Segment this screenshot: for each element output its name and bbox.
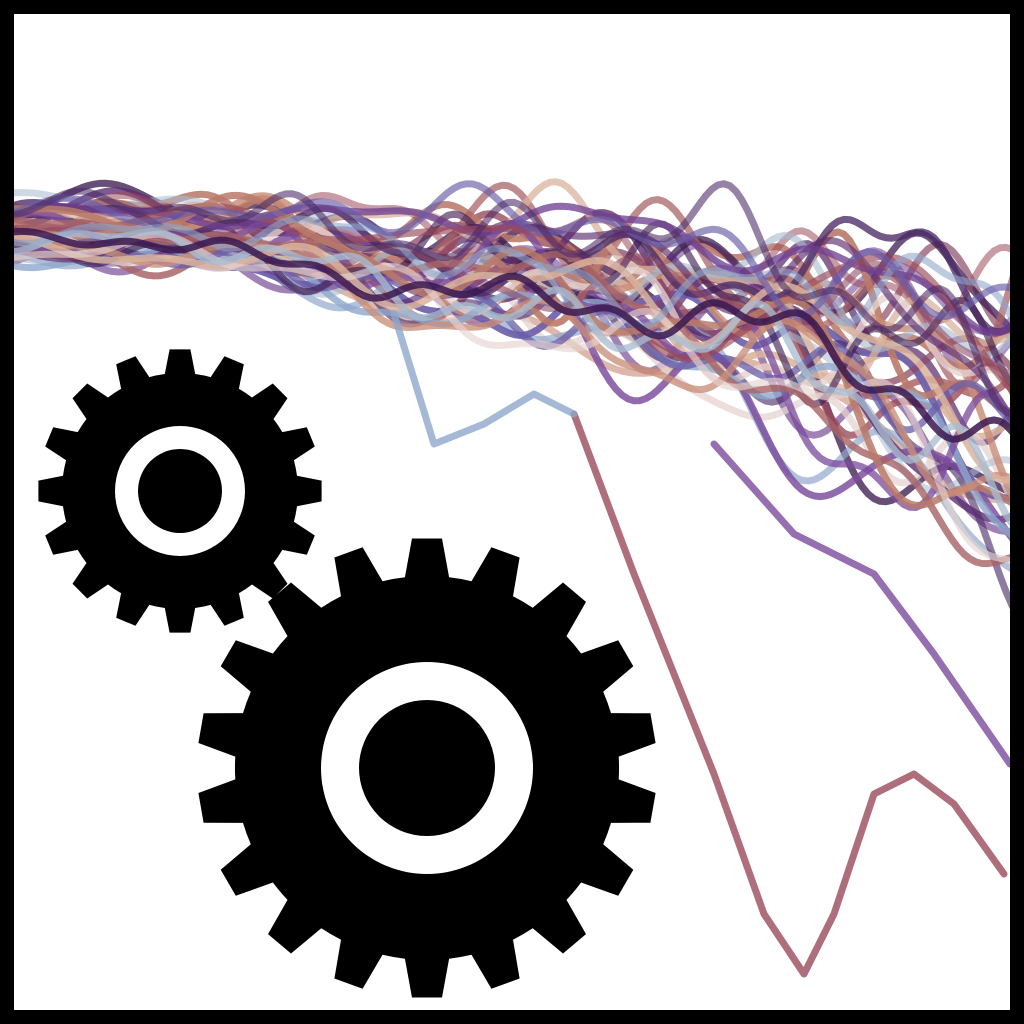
wavy-trace [14, 180, 1010, 320]
wavy-traces [14, 178, 1010, 978]
artwork-canvas [14, 14, 1010, 1010]
wavy-trace [710, 440, 1010, 768]
small-gear-icon [38, 349, 322, 633]
wavy-trace [14, 227, 1010, 443]
wavy-trace [14, 228, 1010, 527]
wavy-trace [570, 410, 1008, 978]
artwork-svg [14, 178, 1010, 998]
wavy-trace [390, 310, 578, 448]
wavy-trace [14, 180, 1010, 417]
large-gear-icon [198, 538, 656, 998]
wavy-trace [14, 215, 1010, 330]
